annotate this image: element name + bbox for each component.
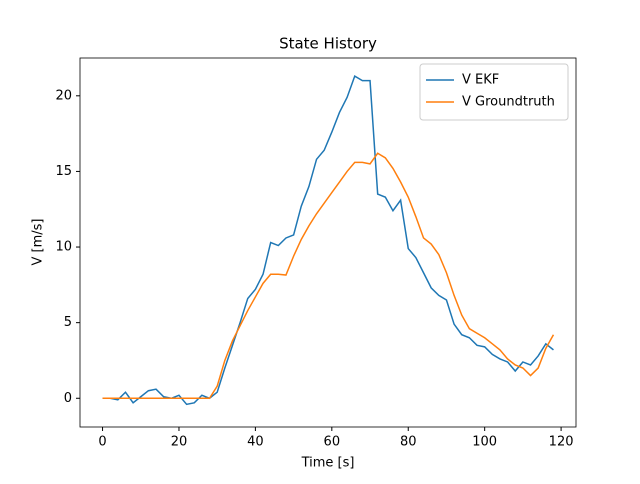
y-axis-label: V [m/s] [31, 219, 46, 266]
legend-box [419, 63, 569, 121]
y-tick-label: 15 [55, 164, 72, 179]
x-axis-label: Time [s] [301, 456, 355, 471]
chart-title: State History [279, 35, 377, 53]
series-line [102, 75, 554, 406]
y-tick-label: 5 [64, 315, 72, 330]
plot-frame [79, 57, 577, 428]
x-tick-label: 80 [400, 435, 417, 450]
y-tick-label: 0 [64, 391, 72, 406]
legend-label: V EKF [462, 73, 499, 88]
y-tick-label: 20 [55, 88, 72, 103]
x-tick-label: 100 [472, 435, 497, 450]
y-tick-label: 10 [55, 240, 72, 255]
x-tick-label: 40 [247, 435, 264, 450]
legend-label: V Groundtruth [462, 95, 555, 110]
x-tick-label: 20 [171, 435, 188, 450]
x-tick-label: 60 [324, 435, 341, 450]
x-tick-label: 120 [549, 435, 574, 450]
series-line [102, 152, 555, 400]
x-tick-label: 0 [98, 435, 106, 450]
